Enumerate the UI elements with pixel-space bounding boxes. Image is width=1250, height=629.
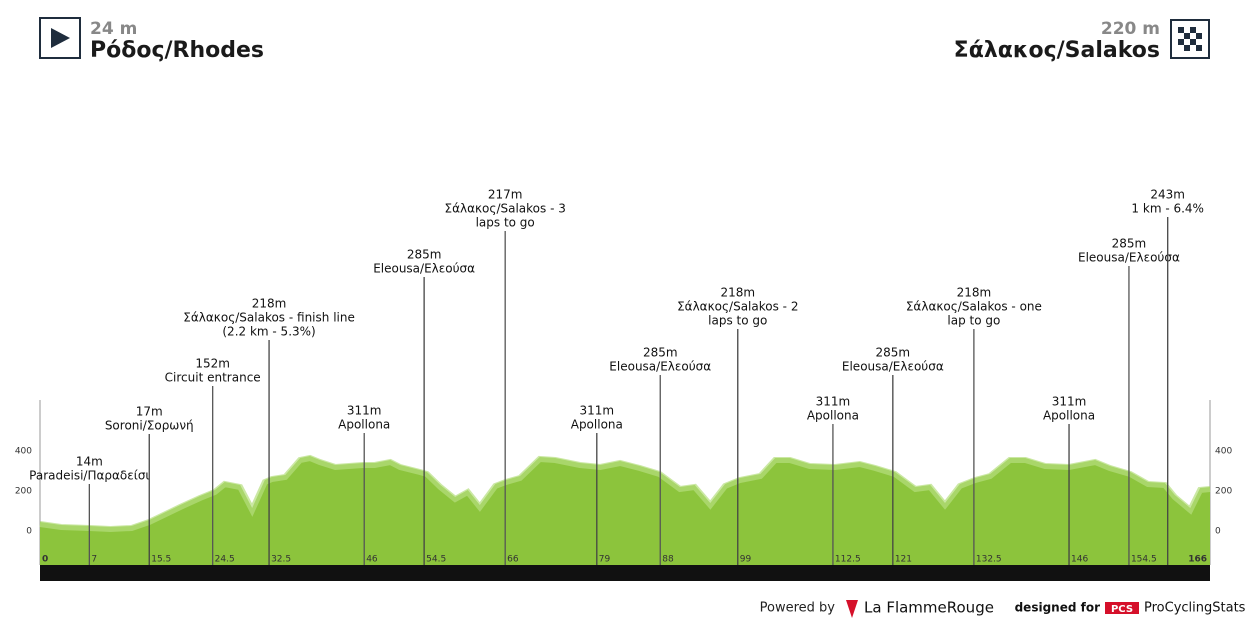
x-tick-label: 112.5 (835, 555, 861, 565)
pcs: PCS (1111, 604, 1133, 615)
start-name: Ρόδος/Rhodes (90, 38, 264, 63)
x-tick-label: 166 (1188, 555, 1207, 565)
y-tick-label: 400 (15, 447, 32, 457)
annotation-label: Eleousa/Ελεούσα (373, 262, 475, 276)
annotation-label: 1 km - 6.4% (1131, 202, 1204, 216)
annotation-label: Apollona (1043, 409, 1095, 423)
x-tick-label: 121 (895, 555, 912, 565)
annotation-altitude: 218m (252, 297, 287, 311)
annotation-altitude: 152m (195, 357, 230, 371)
annotation-altitude: 285m (876, 346, 911, 360)
annotation-altitude: 17m (136, 405, 163, 419)
annotation-label: Circuit entrance (165, 371, 261, 385)
annotation-label: Eleousa/Ελεούσα (842, 360, 944, 374)
y-tick-label-right: 400 (1215, 447, 1232, 457)
annotation-altitude: 217m (488, 188, 523, 202)
x-tick-label: 32.5 (271, 555, 291, 565)
x-tick-label: 0 (42, 555, 48, 565)
annotation-altitude: 243m (1150, 188, 1185, 202)
x-tick-label: 46 (366, 555, 378, 565)
elevation-area (40, 456, 1210, 565)
annotation-label: Σάλακος/Salakos - one (906, 300, 1042, 314)
x-tick-label: 88 (662, 555, 674, 565)
x-tick-label: 24.5 (215, 555, 235, 565)
annotation-label: Apollona (807, 409, 859, 423)
annotation-altitude: 311m (1052, 395, 1087, 409)
start-altitude: 24 m (90, 19, 137, 39)
annotation-label: Apollona (571, 418, 623, 432)
annotation-altitude: 311m (580, 404, 615, 418)
annotation-altitude: 218m (720, 286, 755, 300)
annotation-label: (2.2 km - 5.3%) (222, 325, 315, 339)
designed-for: designed for (1015, 601, 1100, 615)
finish-altitude: 220 m (1101, 19, 1160, 39)
y-tick-label-right: 0 (1215, 527, 1221, 537)
annotation-label: Σάλακος/Salakos - 3 (444, 202, 565, 216)
x-tick-label: 154.5 (1131, 555, 1157, 565)
annotation-label: Σάλακος/Salakos - 2 (677, 300, 798, 314)
annotation-label: laps to go (476, 216, 535, 230)
annotation-altitude: 285m (1112, 237, 1147, 251)
finish-flag (1178, 27, 1202, 51)
finish-name: Σάλακος/Salakos (954, 38, 1160, 63)
start-icon (39, 17, 81, 59)
annotation-altitude: 285m (643, 346, 678, 360)
x-tick-label: 7 (91, 555, 97, 565)
annotation-label: Paradeisi/Παραδείσι (29, 469, 149, 483)
annotation-altitude: 14m (76, 455, 103, 469)
start-arrow (51, 28, 70, 48)
pcs-name: ProCyclingStats (1144, 601, 1246, 616)
y-tick-label: 200 (15, 487, 32, 497)
x-tick-label: 54.5 (426, 555, 446, 565)
annotation-label: Eleousa/Ελεούσα (609, 360, 711, 374)
annotation-label: laps to go (708, 314, 767, 328)
base-bar (40, 565, 1210, 581)
y-tick-label: 0 (26, 527, 32, 537)
x-tick-label: 79 (599, 555, 611, 565)
x-tick-label: 66 (507, 555, 519, 565)
annotation-label: Soroni/Σορωνή (105, 419, 194, 433)
pcs-logo (1105, 602, 1139, 614)
annotation-altitude: 311m (347, 404, 382, 418)
annotation-altitude: 218m (957, 286, 992, 300)
elevation-highlight (39, 454, 1211, 533)
annotation-label: Σάλακος/Salakos - finish line (183, 311, 355, 325)
x-tick-label: 99 (740, 555, 752, 565)
x-tick-label: 132.5 (976, 555, 1002, 565)
annotation-altitude: 285m (407, 248, 442, 262)
annotation-label: Apollona (338, 418, 390, 432)
powered-by: Powered by (760, 601, 836, 616)
flamme-logo (846, 600, 858, 618)
annotation-label: Eleousa/Ελεούσα (1078, 251, 1180, 265)
x-tick-label: 146 (1071, 555, 1088, 565)
plot: 0 0 200 200 400 400 0 7 15.5 24.5 32.5 46 54.5 66 79 88… (15, 188, 1232, 565)
x-tick-label: 15.5 (151, 555, 171, 565)
brand: La FlammeRouge (864, 599, 994, 617)
annotation-label: lap to go (947, 314, 1000, 328)
annotation-altitude: 311m (816, 395, 851, 409)
y-tick-label-right: 200 (1215, 487, 1232, 497)
